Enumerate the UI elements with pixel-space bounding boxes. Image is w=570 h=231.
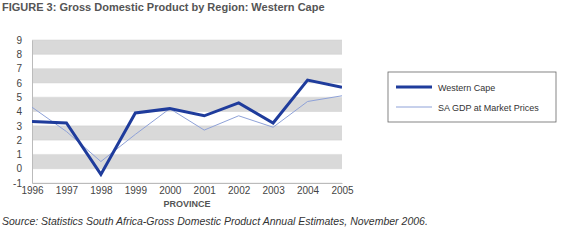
x-tick: 2002	[228, 183, 251, 196]
y-tick: 8	[16, 49, 32, 60]
y-tick-label: 3	[16, 121, 22, 132]
x-tick-label: 1999	[125, 185, 148, 196]
x-tick: 1998	[90, 183, 113, 196]
legend-swatch	[396, 86, 432, 89]
grid-line	[32, 82, 342, 83]
legend-label: Western Cape	[438, 83, 495, 93]
legend-swatch	[396, 107, 432, 108]
x-tick: 1999	[125, 183, 148, 196]
x-tick-label: 2000	[159, 185, 182, 196]
y-tick-label: 1	[16, 149, 22, 160]
grid-line	[32, 168, 342, 169]
y-tick-label: 4	[16, 106, 22, 117]
title: FIGURE 3: Gross Domestic Product by Regi…	[2, 1, 325, 13]
grid-band	[32, 69, 342, 83]
x-axis-line	[33, 183, 343, 184]
x-axis-title: PROVINCE	[163, 199, 210, 209]
x-tick-label: 2002	[228, 185, 251, 196]
plot-lines	[32, 80, 342, 174]
grid-line	[32, 183, 342, 184]
y-axis-line	[32, 41, 33, 184]
legend-label: SA GDP at Market Prices	[438, 103, 539, 113]
y-tick-label: 7	[16, 63, 22, 74]
x-tick-label: 2003	[262, 185, 285, 196]
legend: Western Cape SA GDP at Market Prices	[388, 72, 556, 122]
x-tick: 1997	[56, 183, 79, 196]
x-tick: 2001	[194, 183, 217, 196]
x-tick: 2005	[331, 183, 354, 196]
x-tick: 1996	[21, 183, 44, 196]
x-tick: 2003	[262, 183, 285, 196]
source: Source: Statistics South Africa-Gross Do…	[2, 215, 428, 227]
y-tick-label: 6	[16, 78, 22, 89]
x-tick: 2000	[159, 183, 182, 196]
grid-band	[32, 97, 342, 111]
chart: FIGURE 3: Gross Domestic Product by Regi…	[0, 0, 570, 231]
y-tick-label: 0	[16, 163, 22, 174]
y-axis: -10123456789	[13, 35, 32, 189]
x-tick-label: 2005	[331, 185, 354, 196]
series-line	[32, 96, 342, 162]
grid-band	[32, 40, 342, 54]
x-tick-label: 1997	[56, 185, 79, 196]
grid	[32, 40, 342, 183]
x-axis: 1996 1997 1998 1999 2000 2001 2002 2003 2004 2005	[21, 183, 354, 196]
legend-box	[388, 72, 556, 122]
grid-band	[32, 154, 342, 168]
x-tick: 2004	[297, 183, 320, 196]
x-tick-label: 2004	[297, 185, 320, 196]
grid-line	[32, 54, 342, 55]
x-tick-label: 1998	[90, 185, 113, 196]
y-tick: 7	[16, 63, 32, 74]
grid-band	[32, 54, 342, 68]
grid-line	[32, 68, 342, 69]
y-tick-label: 5	[16, 92, 22, 103]
grid-line	[32, 154, 342, 155]
series-line	[32, 80, 342, 174]
y-tick-label: 9	[16, 35, 22, 46]
y-tick: 6	[16, 78, 32, 89]
grid-band	[32, 169, 342, 183]
y-tick-label: 8	[16, 49, 22, 60]
grid-band	[32, 126, 342, 140]
grid-line	[32, 40, 342, 41]
y-tick-label: 2	[16, 135, 22, 146]
y-tick: 9	[16, 35, 32, 46]
y-tick: 2	[16, 135, 32, 146]
x-tick-label: 2001	[194, 185, 217, 196]
grid-line	[32, 125, 342, 126]
y-tick: 1	[16, 149, 32, 160]
y-tick: 5	[16, 92, 32, 103]
x-tick-label: 1996	[21, 185, 44, 196]
y-tick: 0	[16, 163, 32, 174]
y-tick: 3	[16, 121, 32, 132]
y-tick: 4	[16, 106, 32, 117]
